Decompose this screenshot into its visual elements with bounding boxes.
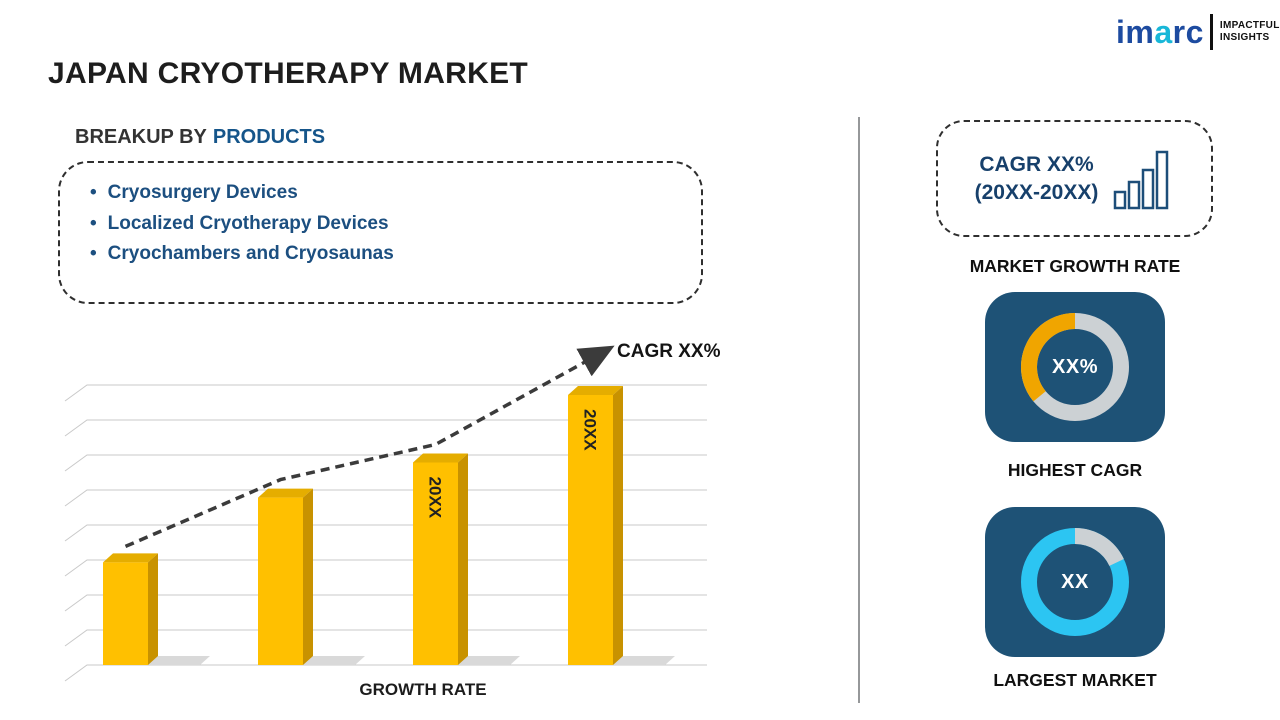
cagr-value-line: CAGR XX% (979, 152, 1094, 176)
largest-market-value: XX (1061, 570, 1089, 593)
logo-tagline-line1: IMPACTFUL (1219, 20, 1280, 31)
products-list-box: Cryosurgery Devices Localized Cryotherap… (58, 161, 703, 304)
highest-cagr-value: XX% (1052, 355, 1098, 378)
imarc-accent-letter: a (1154, 14, 1173, 50)
products-list: Cryosurgery Devices Localized Cryotherap… (90, 178, 701, 270)
highest-cagr-card: XX% (985, 292, 1165, 442)
highest-cagr-donut-wrap: XX% (1010, 302, 1140, 432)
breakup-heading-accent: PRODUCTS (212, 126, 326, 148)
svg-text:20XX: 20XX (581, 409, 600, 451)
svg-text:20XX: 20XX (426, 477, 445, 519)
largest-market-label: LARGEST MARKET (993, 670, 1157, 690)
bar-chart-icon (1114, 150, 1169, 209)
growth-bar-chart: 20XX 20XX (64, 345, 707, 682)
largest-market-donut (1021, 528, 1129, 636)
cagr-period-line: (20XX-20XX) (974, 180, 1099, 204)
highest-cagr-label: HIGHEST CAGR (1007, 460, 1143, 480)
logo-divider (1209, 14, 1213, 50)
imarc-wordmark: imarc (1116, 14, 1204, 50)
breakup-heading: BREAKUP BY PRODUCTS (75, 126, 325, 149)
breakup-heading-prefix: BREAKUP BY (75, 126, 207, 148)
growth-rate-axis-label: GROWTH RATE (359, 680, 487, 699)
highest-cagr-donut (1021, 313, 1129, 421)
logo-tagline: IMPACTFUL INSIGHTS (1220, 20, 1280, 44)
cagr-callout-text: CAGR XX% (20XX-20XX) (975, 151, 1099, 207)
vertical-divider (858, 117, 860, 703)
product-item: Cryochambers and Cryosaunas (90, 239, 701, 270)
cagr-callout-box: CAGR XX% (20XX-20XX) (936, 120, 1213, 237)
logo-tagline-line2: INSIGHTS (1219, 32, 1270, 43)
largest-market-card: XX (985, 507, 1165, 657)
largest-market-donut-wrap: XX (1010, 517, 1140, 647)
product-item: Cryosurgery Devices (90, 178, 701, 209)
cagr-trend-label: CAGR XX% (617, 341, 721, 362)
market-growth-rate-label: MARKET GROWTH RATE (969, 256, 1181, 276)
page-title: JAPAN CRYOTHERAPY MARKET (48, 57, 529, 90)
product-item: Localized Cryotherapy Devices (90, 209, 701, 240)
imarc-logo: imarc IMPACTFUL INSIGHTS (1116, 14, 1280, 50)
